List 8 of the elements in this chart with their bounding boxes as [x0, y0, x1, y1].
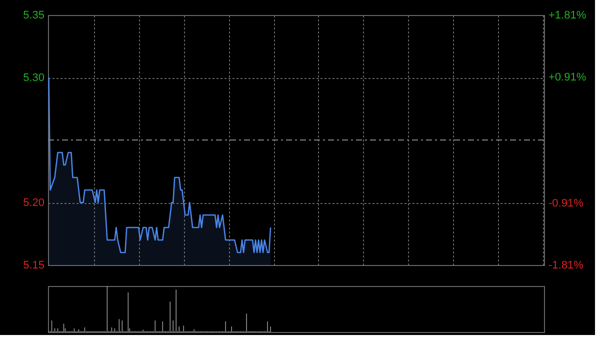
y-tick-label: 5.20: [23, 197, 44, 209]
y2-tick-label: +1.81%: [548, 10, 586, 22]
y-tick-label: 5.30: [23, 72, 44, 84]
y2-tick-label: -1.81%: [548, 260, 584, 272]
y2-tick-label: -0.91%: [548, 197, 584, 210]
y2-tick-label: +0.91%: [548, 72, 586, 84]
y-tick-label: 5.35: [23, 10, 44, 22]
y-tick-label: 5.15: [23, 260, 44, 272]
